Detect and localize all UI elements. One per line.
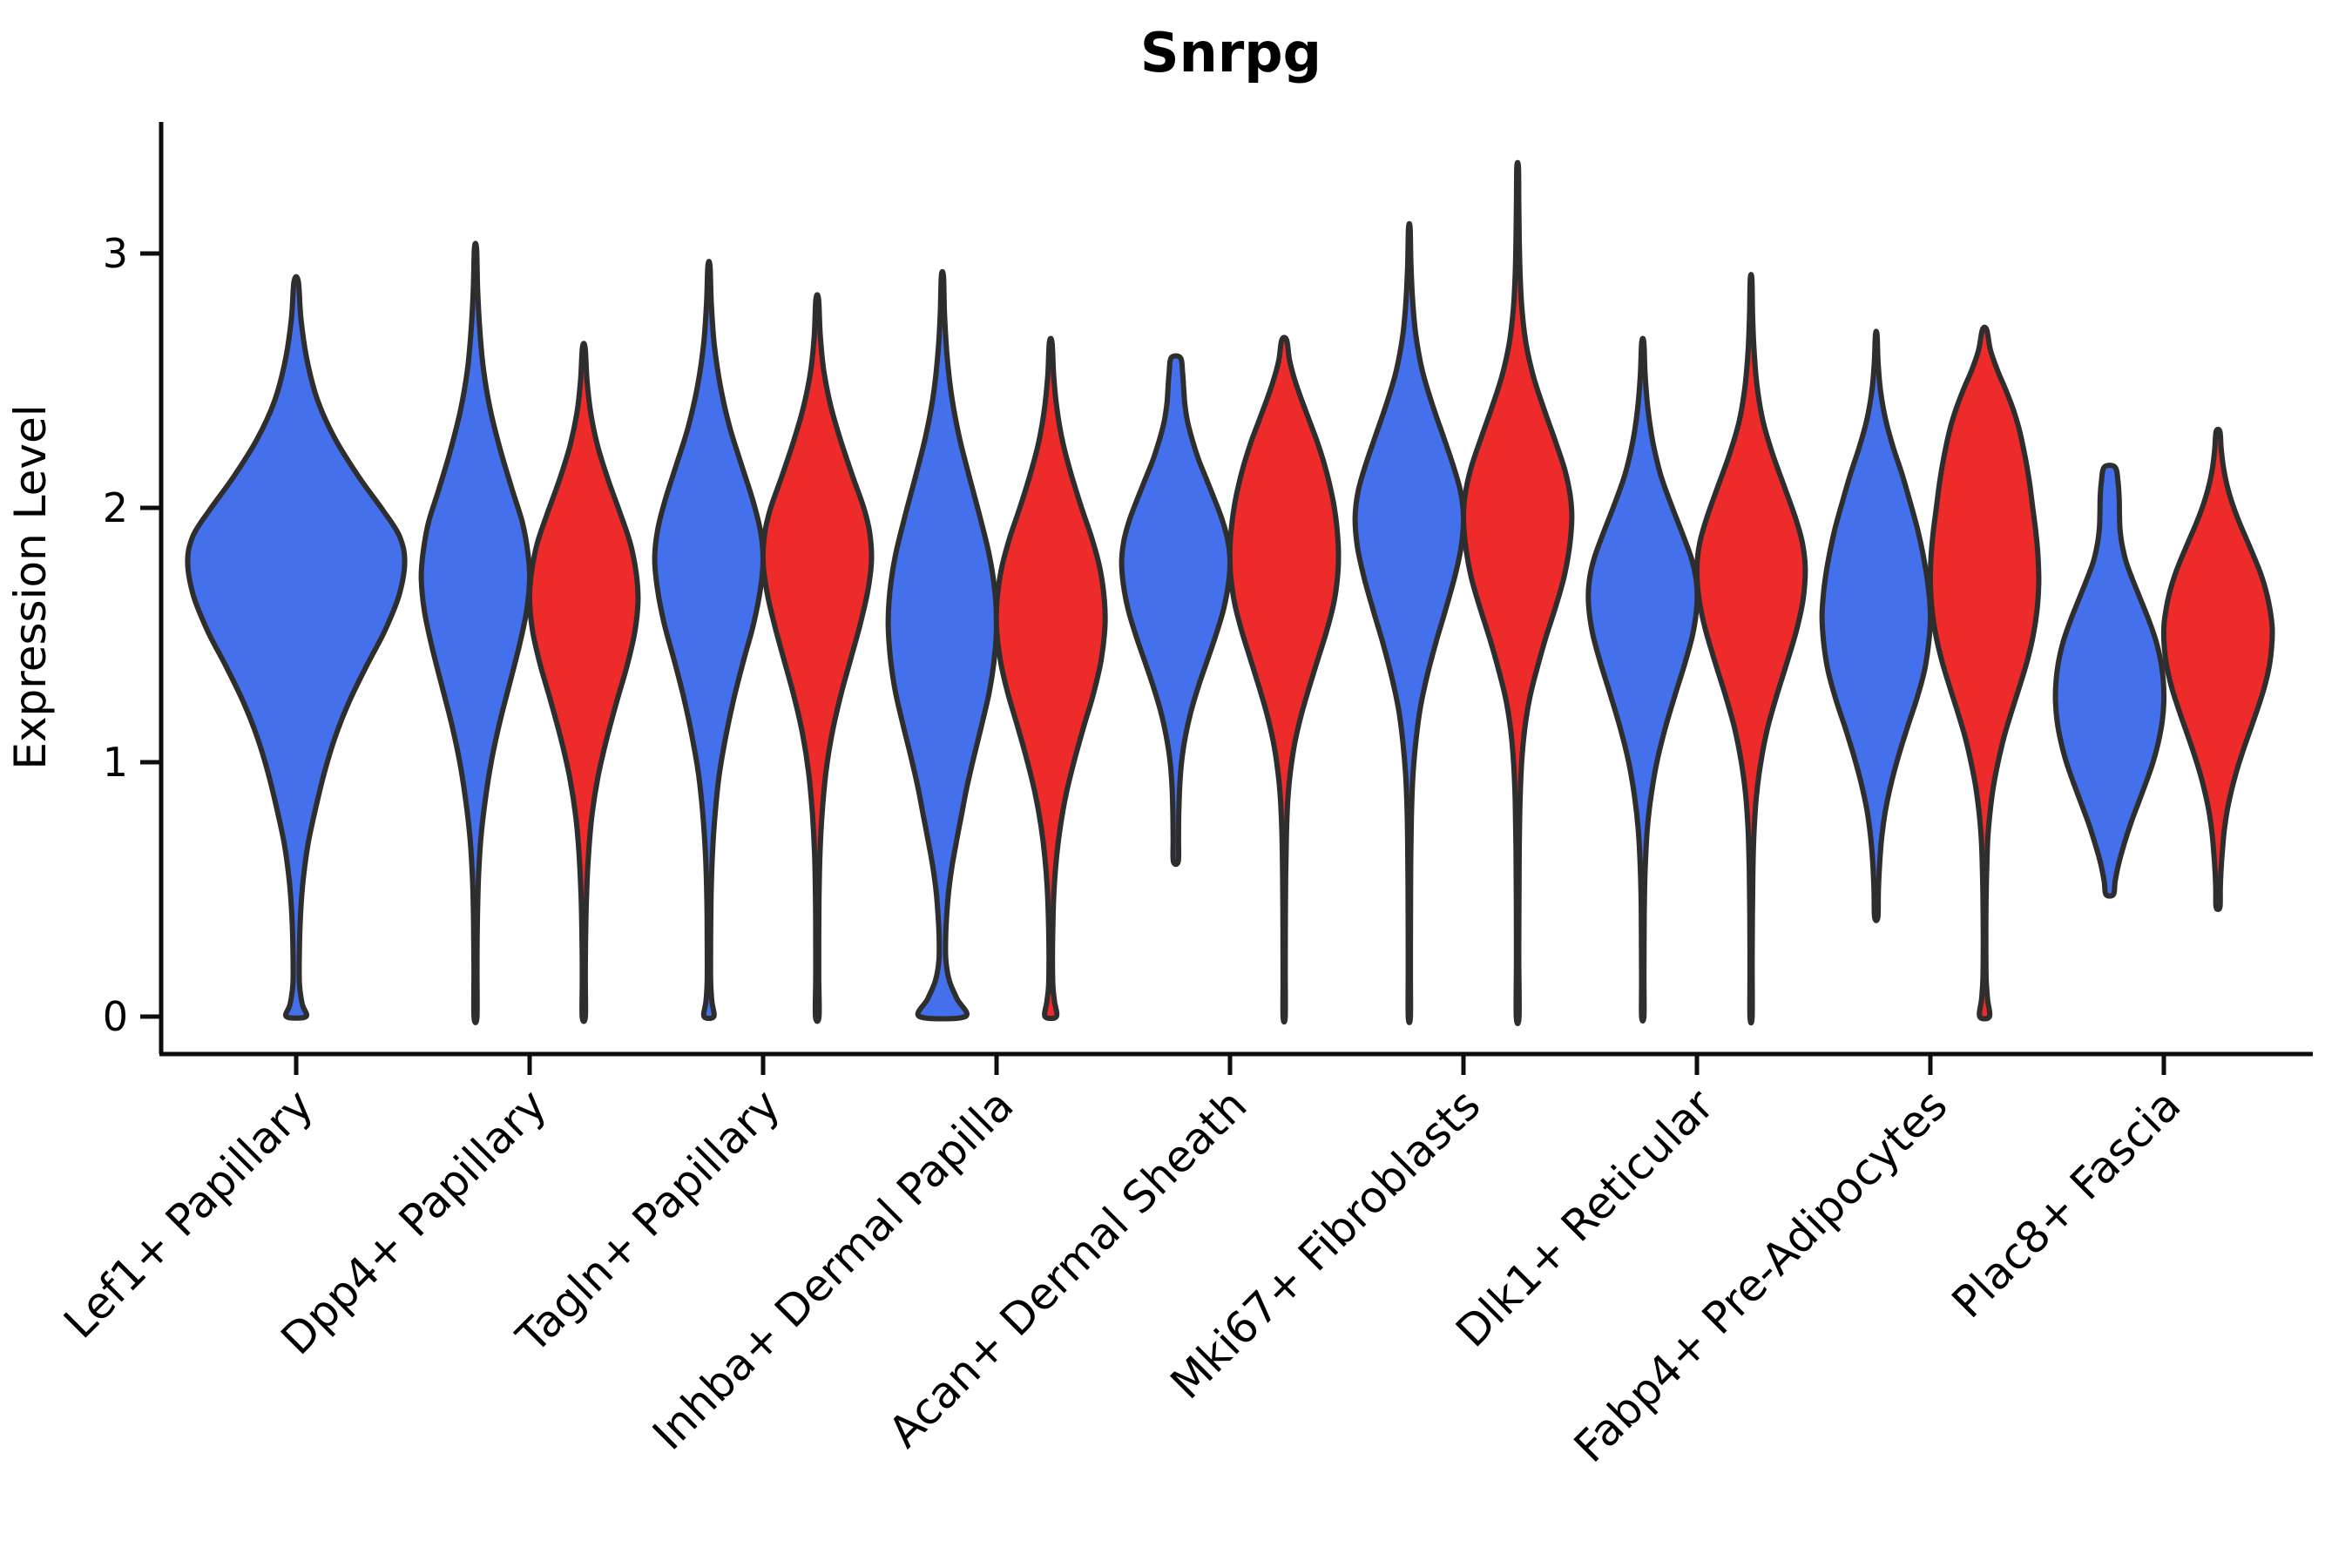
violin-inhba-dermal-papilla-red (993, 335, 1108, 1022)
violin-tagln-papillary-red (760, 292, 875, 1024)
violin-tagln-papillary-blue (652, 259, 766, 1022)
y-axis-label: Expression Level (5, 404, 56, 769)
y-tick-label: 2 (103, 484, 128, 531)
x-tick-label: Fabp4+ Pre-Adipocytes (1565, 1079, 1957, 1472)
y-tick-label: 0 (103, 993, 128, 1040)
violin-dpp4-papillary-blue (418, 240, 533, 1025)
violins-layer (185, 159, 2275, 1027)
y-tick-label: 3 (103, 230, 128, 277)
violin-acan-dermal-sheath-blue (1119, 353, 1233, 868)
violin-inhba-dermal-papilla-blue (885, 268, 1000, 1022)
x-tick-label: Lef1+ Papillary (54, 1079, 322, 1348)
x-tick-label: Dlk1+ Reticular (1446, 1079, 1723, 1356)
x-tick-label: Plac8+ Fascia (1943, 1079, 2191, 1328)
violin-dlk1-reticular-red (1693, 272, 1808, 1026)
violin-mki67-fibroblasts-blue (1352, 220, 1467, 1025)
y-tick-label: 1 (103, 739, 128, 786)
violin-plac8-fascia-red (2160, 426, 2275, 912)
violin-lef1-papillary-blue (185, 274, 408, 1021)
violin-mki67-fibroblasts-red (1460, 159, 1575, 1027)
violin-fabp4-pre-adipocytes-blue (1819, 328, 1934, 923)
chart-title: Snrpg (1140, 21, 1321, 84)
violin-dlk1-reticular-blue (1585, 335, 1700, 1024)
violin-fabp4-pre-adipocytes-red (1927, 324, 2042, 1022)
violin-acan-dermal-sheath-red (1227, 335, 1342, 1025)
violin-dpp4-papillary-red (526, 341, 641, 1024)
violin-plac8-fascia-blue (2052, 463, 2167, 899)
